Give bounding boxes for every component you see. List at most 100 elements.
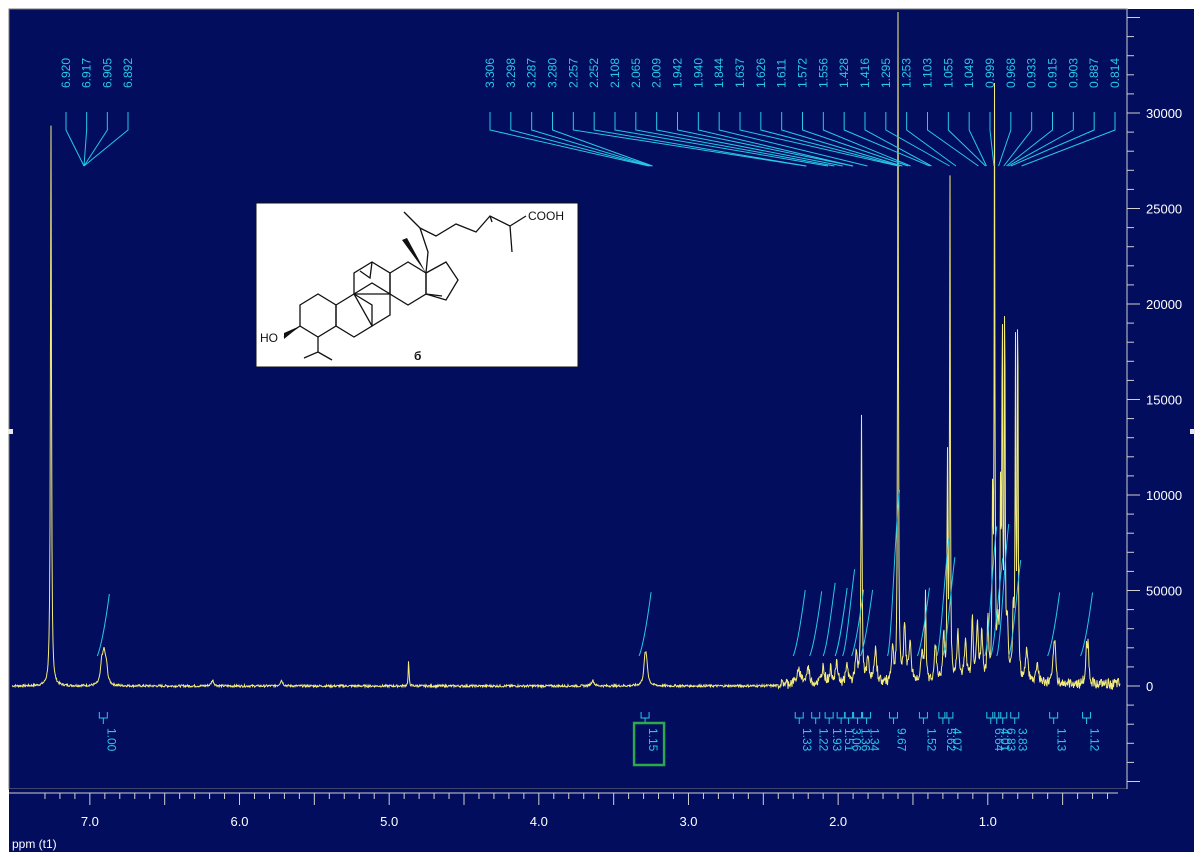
integration-layer: 1.00 1.15 1.33 1.22 1.931.513.061.361.34 9.67…: [96, 489, 1102, 767]
integral-value: 1.52: [924, 728, 938, 752]
integral-curve: [1047, 592, 1061, 657]
y-tick-label: 0: [1146, 679, 1153, 694]
peak-leader-line: [656, 112, 843, 167]
peak-label: 0.814: [1108, 58, 1122, 88]
peak-label: 2.108: [608, 58, 622, 88]
integral-bracket: [944, 712, 954, 724]
integral-curve: [942, 557, 956, 657]
peak-leader-line: [1010, 112, 1095, 167]
peak-leader-line: [697, 112, 854, 167]
peak-leader-line: [760, 112, 901, 167]
structure-inset: COOH HO б: [255, 202, 579, 368]
peak-label: 1.055: [941, 58, 955, 88]
wedge-bond: [402, 238, 426, 273]
integral-curve: [860, 589, 874, 657]
y-tick-label: 10000: [1146, 488, 1182, 503]
peak-leader-line: [83, 112, 88, 167]
integral-value: 3.06: [850, 728, 864, 752]
x-tick-label: 3.0: [679, 814, 697, 829]
integral-value: 1.00: [104, 728, 118, 752]
integral-bracket: [811, 712, 821, 724]
bottom-axis-panel: [9, 789, 1194, 852]
peak-label: 2.257: [566, 58, 580, 88]
integral-bracket: [992, 712, 1002, 724]
peak-label: 6.892: [121, 58, 135, 88]
peak-label: 2.065: [629, 58, 643, 88]
right-resize-handle[interactable]: [1190, 429, 1195, 434]
y-tick-label: 50000: [1146, 584, 1182, 599]
peak-leader-line: [998, 112, 1012, 167]
peak-leader-line: [635, 112, 835, 167]
peak-label: 0.933: [1025, 58, 1039, 88]
highlight-box: [632, 721, 666, 767]
integral-curve: [842, 569, 856, 657]
integral-value: 5.62: [944, 728, 958, 752]
peak-label: 1.103: [921, 58, 935, 88]
peak-leader-line: [552, 112, 653, 167]
structure-label-ho: HO: [260, 331, 278, 345]
peak-leader-line: [489, 112, 649, 167]
integral-value: 1.12: [1088, 728, 1102, 752]
integral-curve: [809, 591, 823, 657]
integral-value: 1.93: [830, 728, 844, 752]
x-tick-label: 7.0: [81, 814, 99, 829]
peak-label: 6.920: [59, 58, 73, 88]
x-tick-label: 5.0: [380, 814, 398, 829]
peak-leader-line: [927, 112, 979, 167]
y-tick-label: 30000: [1146, 106, 1182, 121]
peak-label: 3.298: [504, 58, 518, 88]
peak-label: 6.905: [100, 58, 114, 88]
peak-label: 2.252: [587, 58, 601, 88]
peak-label: 6.917: [80, 58, 94, 88]
integral-value: 1.51: [842, 728, 856, 752]
integral-curve: [1080, 592, 1094, 657]
peak-leader-line: [593, 112, 807, 167]
x-tick-label: 2.0: [829, 814, 847, 829]
integral-value: 1.13: [1055, 728, 1069, 752]
integral-value: 1.15: [646, 728, 660, 752]
structure-inset-box: [255, 202, 579, 368]
integral-bracket: [1082, 712, 1092, 724]
peak-label: 0.915: [1046, 58, 1060, 88]
integral-value: 4.01: [998, 728, 1012, 752]
peak-label: 1.940: [691, 58, 705, 88]
peak-leader-line: [83, 112, 108, 167]
left-resize-handle[interactable]: [8, 429, 13, 434]
integral-curve: [834, 587, 848, 657]
integral-bracket: [844, 712, 854, 724]
integral-bracket: [853, 712, 863, 724]
peak-label: 0.887: [1087, 58, 1101, 88]
integral-bracket: [98, 712, 108, 724]
peak-leader-line: [843, 112, 930, 167]
peak-leader-line: [864, 112, 932, 167]
peak-leader-line: [1003, 112, 1033, 167]
peak-leader-line: [83, 112, 129, 167]
spectrum-trace: [11, 11, 1121, 691]
peak-label: 3.287: [525, 58, 539, 88]
peak-leader-line: [906, 112, 957, 167]
y-tick-label: 20000: [1146, 297, 1182, 312]
integral-bracket: [1010, 712, 1020, 724]
peak-leader-line: [572, 112, 806, 167]
integral-curve: [1008, 559, 1022, 657]
x-axis: 7.0 6.0 5.0 4.0 3.0 2.0 1.0: [44, 793, 1109, 829]
integral-bracket: [998, 712, 1008, 724]
integral-curve: [916, 587, 930, 657]
peak-leader-line: [531, 112, 652, 167]
spectrum-layer: [11, 11, 1121, 691]
plot-area: [8, 8, 1128, 790]
integral-curve: [638, 592, 652, 657]
integral-value: 9.67: [895, 728, 909, 752]
integral-value: 6.64: [992, 728, 1006, 752]
peak-leader-line: [677, 112, 853, 167]
structure-label-compound: б: [414, 349, 421, 363]
integral-curve: [996, 523, 1010, 657]
wedge-bond: [284, 326, 300, 339]
peak-leader-line: [989, 112, 995, 167]
peak-leader-line: [968, 112, 987, 167]
integral-bracket: [918, 712, 928, 724]
integral-value: 1.34: [868, 728, 882, 752]
peak-leader-line: [947, 112, 986, 167]
